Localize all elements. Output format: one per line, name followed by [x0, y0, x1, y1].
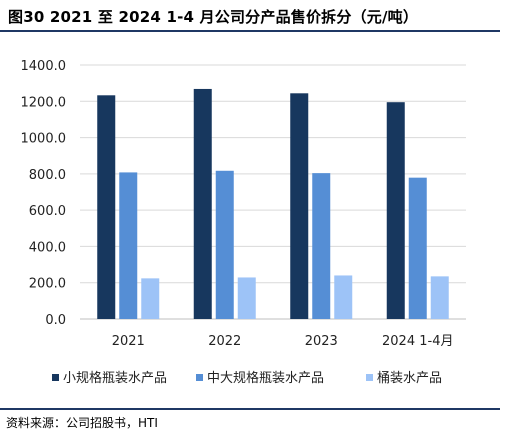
y-tick-label: 800.0	[29, 168, 66, 183]
y-tick-label: 600.0	[29, 204, 66, 219]
x-tick-label: 2023	[305, 334, 338, 349]
bar	[97, 95, 116, 319]
bar	[193, 88, 212, 319]
legend-label: 桶装水产品	[377, 371, 442, 386]
legend-label: 中大规格瓶装水产品	[207, 370, 324, 386]
legend-swatch	[52, 374, 59, 381]
y-tick-label: 1000.0	[21, 132, 67, 147]
title-divider	[0, 30, 500, 32]
legend-swatch	[196, 374, 203, 381]
bar-chart: 0.0 200.0 400.0 600.0 800.0 1000.0 1200.0 1400.…	[21, 59, 466, 386]
bar	[237, 277, 256, 319]
bar	[119, 172, 138, 319]
chart-title: 图30 2021 至 2024 1-4 月公司分产品售价拆分（元/吨）	[8, 8, 419, 26]
y-tick-label: 1400.0	[21, 59, 67, 74]
bottom-divider	[0, 408, 500, 410]
bar	[430, 276, 449, 319]
legend-label: 小规格瓶装水产品	[63, 370, 167, 386]
bar	[312, 173, 331, 319]
y-axis-ticks: 0.0 200.0 400.0 600.0 800.0 1000.0 1200.0 1400.…	[21, 59, 67, 328]
x-tick-label: 2021	[112, 334, 145, 349]
bar	[386, 102, 405, 319]
source-note: 资料来源：公司招股书，HTI	[6, 416, 158, 430]
bar	[141, 278, 160, 319]
x-tick-label: 2022	[208, 334, 241, 349]
bar	[215, 170, 234, 319]
y-tick-label: 200.0	[29, 277, 66, 292]
y-tick-label: 1200.0	[21, 95, 67, 110]
legend-swatch	[366, 374, 373, 381]
x-axis-ticks: 2021 2022 2023 2024 1-4月	[112, 334, 454, 349]
gridlines	[80, 64, 466, 320]
legend: 小规格瓶装水产品 中大规格瓶装水产品 桶装水产品	[52, 370, 442, 386]
bar	[334, 275, 353, 319]
y-tick-label: 400.0	[29, 240, 66, 255]
bar	[290, 93, 309, 319]
y-tick-label: 0.0	[45, 313, 66, 328]
bars	[97, 88, 449, 319]
x-tick-label: 2024 1-4月	[382, 334, 453, 349]
bar	[408, 177, 427, 319]
